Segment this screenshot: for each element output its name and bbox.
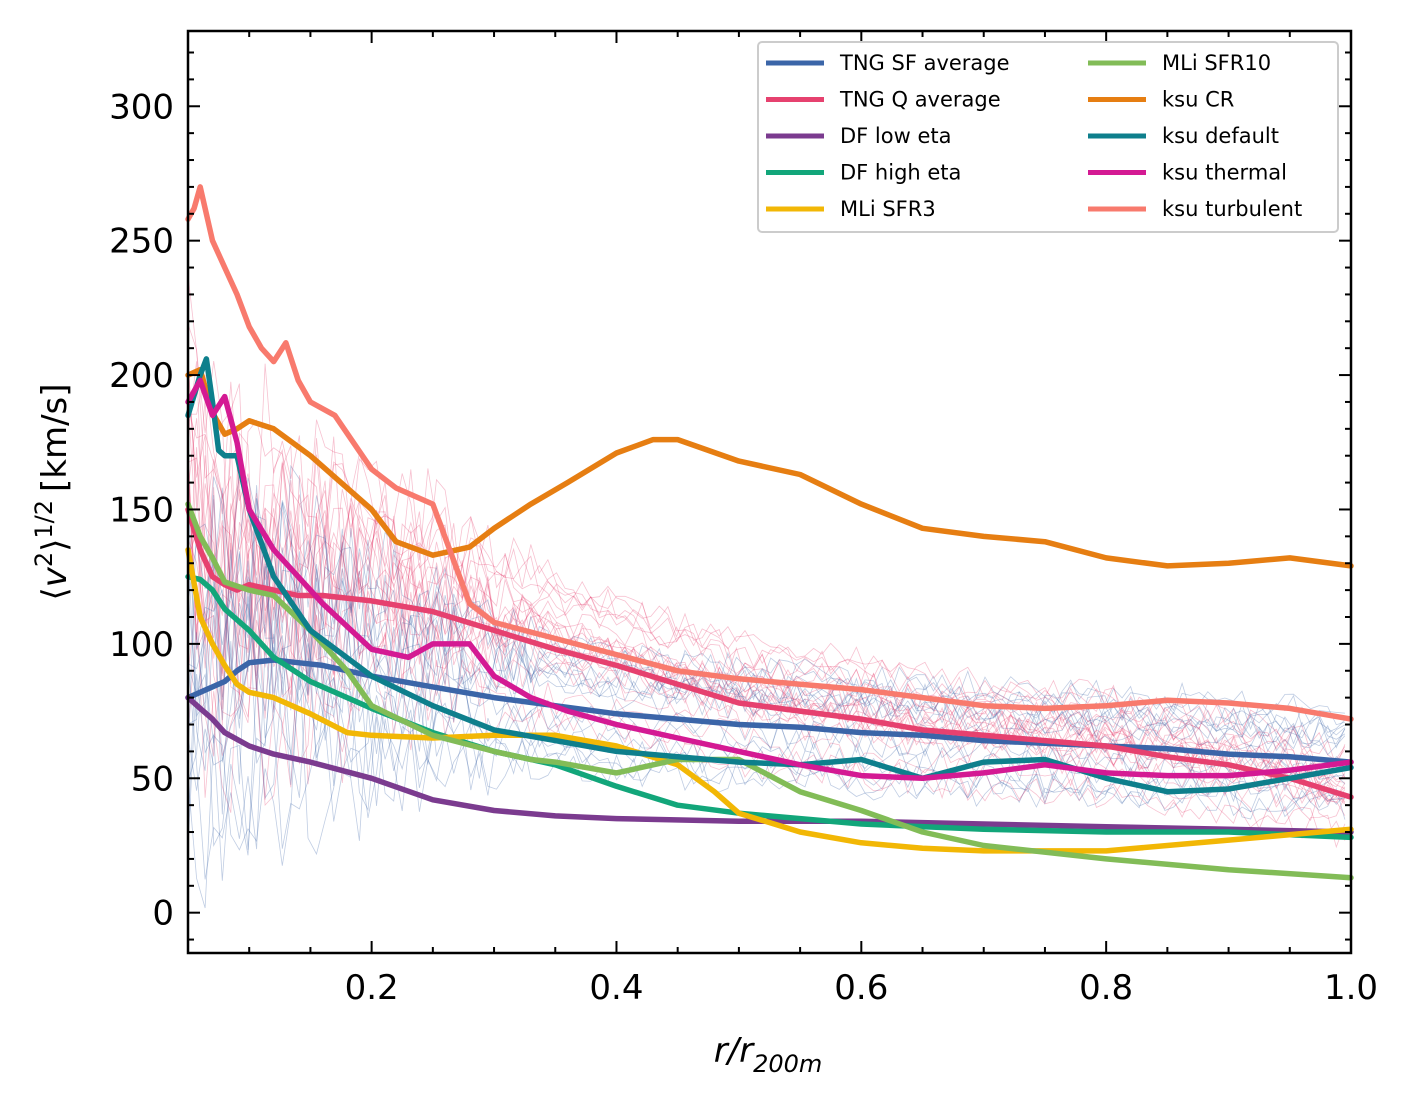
y-tick-label: 200 <box>109 356 174 396</box>
tng-q-profile-line <box>187 470 1346 802</box>
tng-q-profile-line <box>188 374 1346 780</box>
series-lines <box>185 184 1354 881</box>
legend-label-mli-sfr3: MLi SFR3 <box>840 197 936 221</box>
plot-frame <box>186 29 1353 955</box>
tng-sf-profile-line <box>187 543 1346 779</box>
legend-label-mli-sfr10: MLi SFR10 <box>1162 51 1271 75</box>
legend-label-df-low-eta: DF low eta <box>840 124 951 148</box>
y-axis-label-unit: [km/s] <box>35 383 75 492</box>
tng-sf-profile-line <box>187 498 1346 745</box>
x-tick-label: 1.0 <box>1324 968 1378 1008</box>
tng-q-profile-line <box>187 442 1345 801</box>
axis-ticks <box>187 31 1352 953</box>
tng-q-profile-line <box>187 578 1346 849</box>
tng-q-profile-line <box>187 455 1346 790</box>
y-tick-label: 50 <box>131 759 174 799</box>
y-axis-label-var: v <box>35 566 75 587</box>
x-axis-label-var: r/r <box>714 1031 755 1071</box>
tng-q-profile-line <box>187 361 1346 778</box>
tng-sf-profile-line <box>187 540 1346 782</box>
series-line-mli-sfr10 <box>185 501 1354 881</box>
series-line-ksu-cr <box>185 366 1354 569</box>
y-axis-label-close: ⟩ <box>35 539 75 552</box>
x-tick-label: 0.8 <box>1079 968 1133 1008</box>
legend-label-tng-sf-average: TNG SF average <box>839 51 1010 75</box>
tick-labels: 0 50 100 150 200 250 300 0.2 0.4 0.6 0.8 1.0 <box>109 87 1378 1008</box>
legend-label-ksu-default: ksu default <box>1162 124 1279 148</box>
tng-sf-profile-line <box>187 666 1346 881</box>
tng-q-profile-line <box>187 387 1345 783</box>
series-line-ksu-thermal <box>185 377 1354 782</box>
legend: TNG SF average TNG Q average DF low eta DF … <box>757 41 1339 233</box>
legend-box <box>757 41 1339 233</box>
y-tick-label: 0 <box>152 894 174 934</box>
tng-sf-profile-line <box>187 477 1346 747</box>
y-tick-label: 250 <box>109 222 174 262</box>
tng-q-profile-line <box>187 323 1346 765</box>
legend-label-df-high-eta: DF high eta <box>840 161 961 185</box>
legend-label-tng-q-average: TNG Q average <box>839 88 1001 112</box>
x-tick-label: 0.4 <box>589 968 643 1008</box>
y-axis-label-sup2: 1/2 <box>30 500 58 539</box>
x-tick-label: 0.6 <box>834 968 888 1008</box>
tng-sf-profile-line <box>187 498 1346 736</box>
x-axis-label-sub: 200m <box>753 1050 822 1078</box>
tng-q-profile-line <box>187 275 1346 762</box>
legend-label-ksu-thermal: ksu thermal <box>1162 161 1287 185</box>
series-line-ksu-turbulent <box>185 184 1354 722</box>
y-tick-label: 100 <box>109 625 174 665</box>
legend-label-ksu-turbulent: ksu turbulent <box>1162 197 1302 221</box>
y-axis-label-open: ⟨ <box>35 587 75 600</box>
y-tick-label: 150 <box>109 490 174 530</box>
tng-sf-profile-line <box>187 571 1346 835</box>
legend-label-ksu-cr: ksu CR <box>1162 88 1234 112</box>
x-tick-label: 0.2 <box>345 968 399 1008</box>
y-axis-label-sup1: 2 <box>30 552 58 567</box>
y-axis-label: ⟨v2⟩1/2 [km/s] <box>30 383 75 600</box>
x-axis-label: r/r200m <box>714 1031 823 1078</box>
series-line-df-low-eta <box>185 694 1354 835</box>
y-tick-label: 300 <box>109 87 174 127</box>
